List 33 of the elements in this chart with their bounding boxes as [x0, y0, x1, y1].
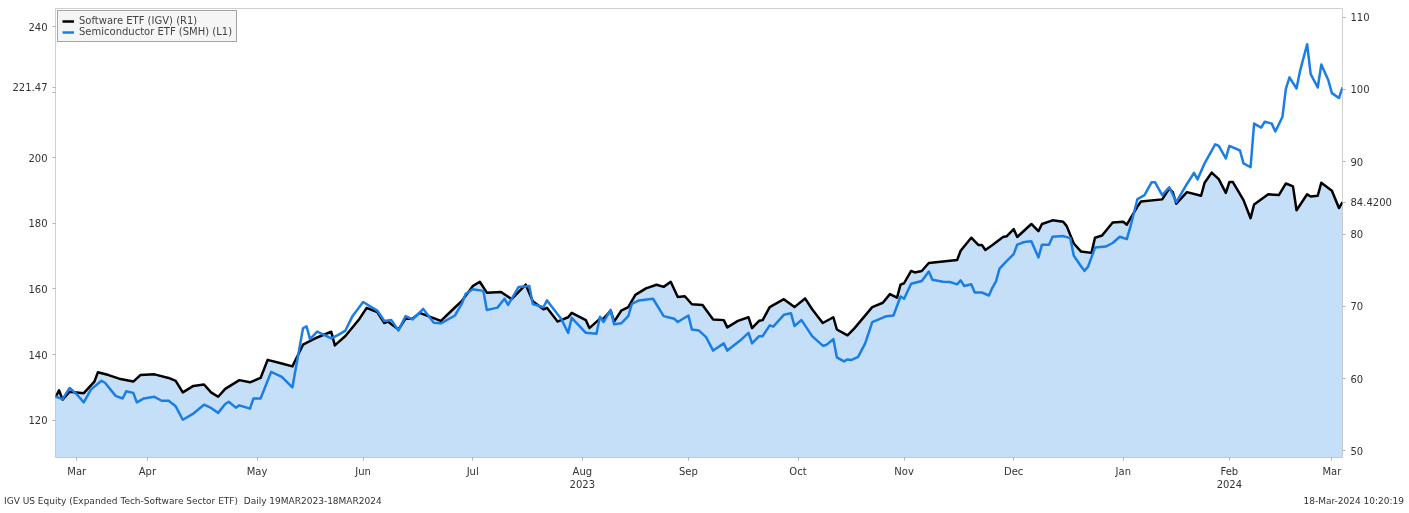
y-tick-label: 120 — [28, 415, 48, 427]
y-tick-label: 240 — [28, 21, 48, 33]
y2-tick-label: 100 — [1350, 84, 1370, 96]
legend-label: Semiconductor ETF (SMH) (L1) — [79, 26, 233, 37]
y-tick-label: 180 — [28, 218, 48, 230]
y2-tick-label: 60 — [1350, 373, 1364, 385]
y-tick-label: 221.47 — [12, 82, 48, 94]
y2-tick-label: 80 — [1350, 229, 1364, 241]
y2-tick-label: 90 — [1350, 156, 1364, 168]
legend-label: Software ETF (IGV) (R1) — [79, 15, 198, 26]
text: IGV US Equity (Expanded Tech-Software Sector ETF) Daily 19MAR2023-18MAR2024 — [4, 495, 382, 508]
x-tick-label: Apr — [138, 465, 157, 477]
line-series — [55, 43, 1343, 422]
y-tick-label: 140 — [28, 349, 48, 361]
y2-tick-label: 50 — [1350, 445, 1364, 457]
x-tick-label: Nov — [894, 465, 914, 477]
x-tick-label: Jul — [465, 465, 479, 477]
y2-tick-label: 84.4200 — [1350, 197, 1392, 209]
y-tick-label: 200 — [28, 152, 48, 164]
x-tick-label: Jun — [354, 465, 371, 477]
x-tick-label: Mar — [1322, 465, 1343, 477]
x-tick-label: Oct — [789, 465, 807, 477]
y2-tick-label: 70 — [1350, 301, 1364, 313]
x-tick-label: Aug 2023 — [569, 465, 596, 490]
y2-tick-label: 110 — [1350, 12, 1370, 24]
x-tick-label: Feb 2024 — [1216, 465, 1243, 490]
x-tick-label: Dec — [1004, 465, 1024, 477]
text: 18-Mar-2024 10:20:19 — [1303, 495, 1404, 508]
x-tick-label: Jan — [1114, 465, 1131, 477]
x-tick-label: Sep — [678, 465, 698, 477]
x-tick-label: May — [246, 465, 268, 477]
x-tick-label: Mar — [67, 465, 88, 477]
y-tick-label: 160 — [28, 283, 48, 295]
